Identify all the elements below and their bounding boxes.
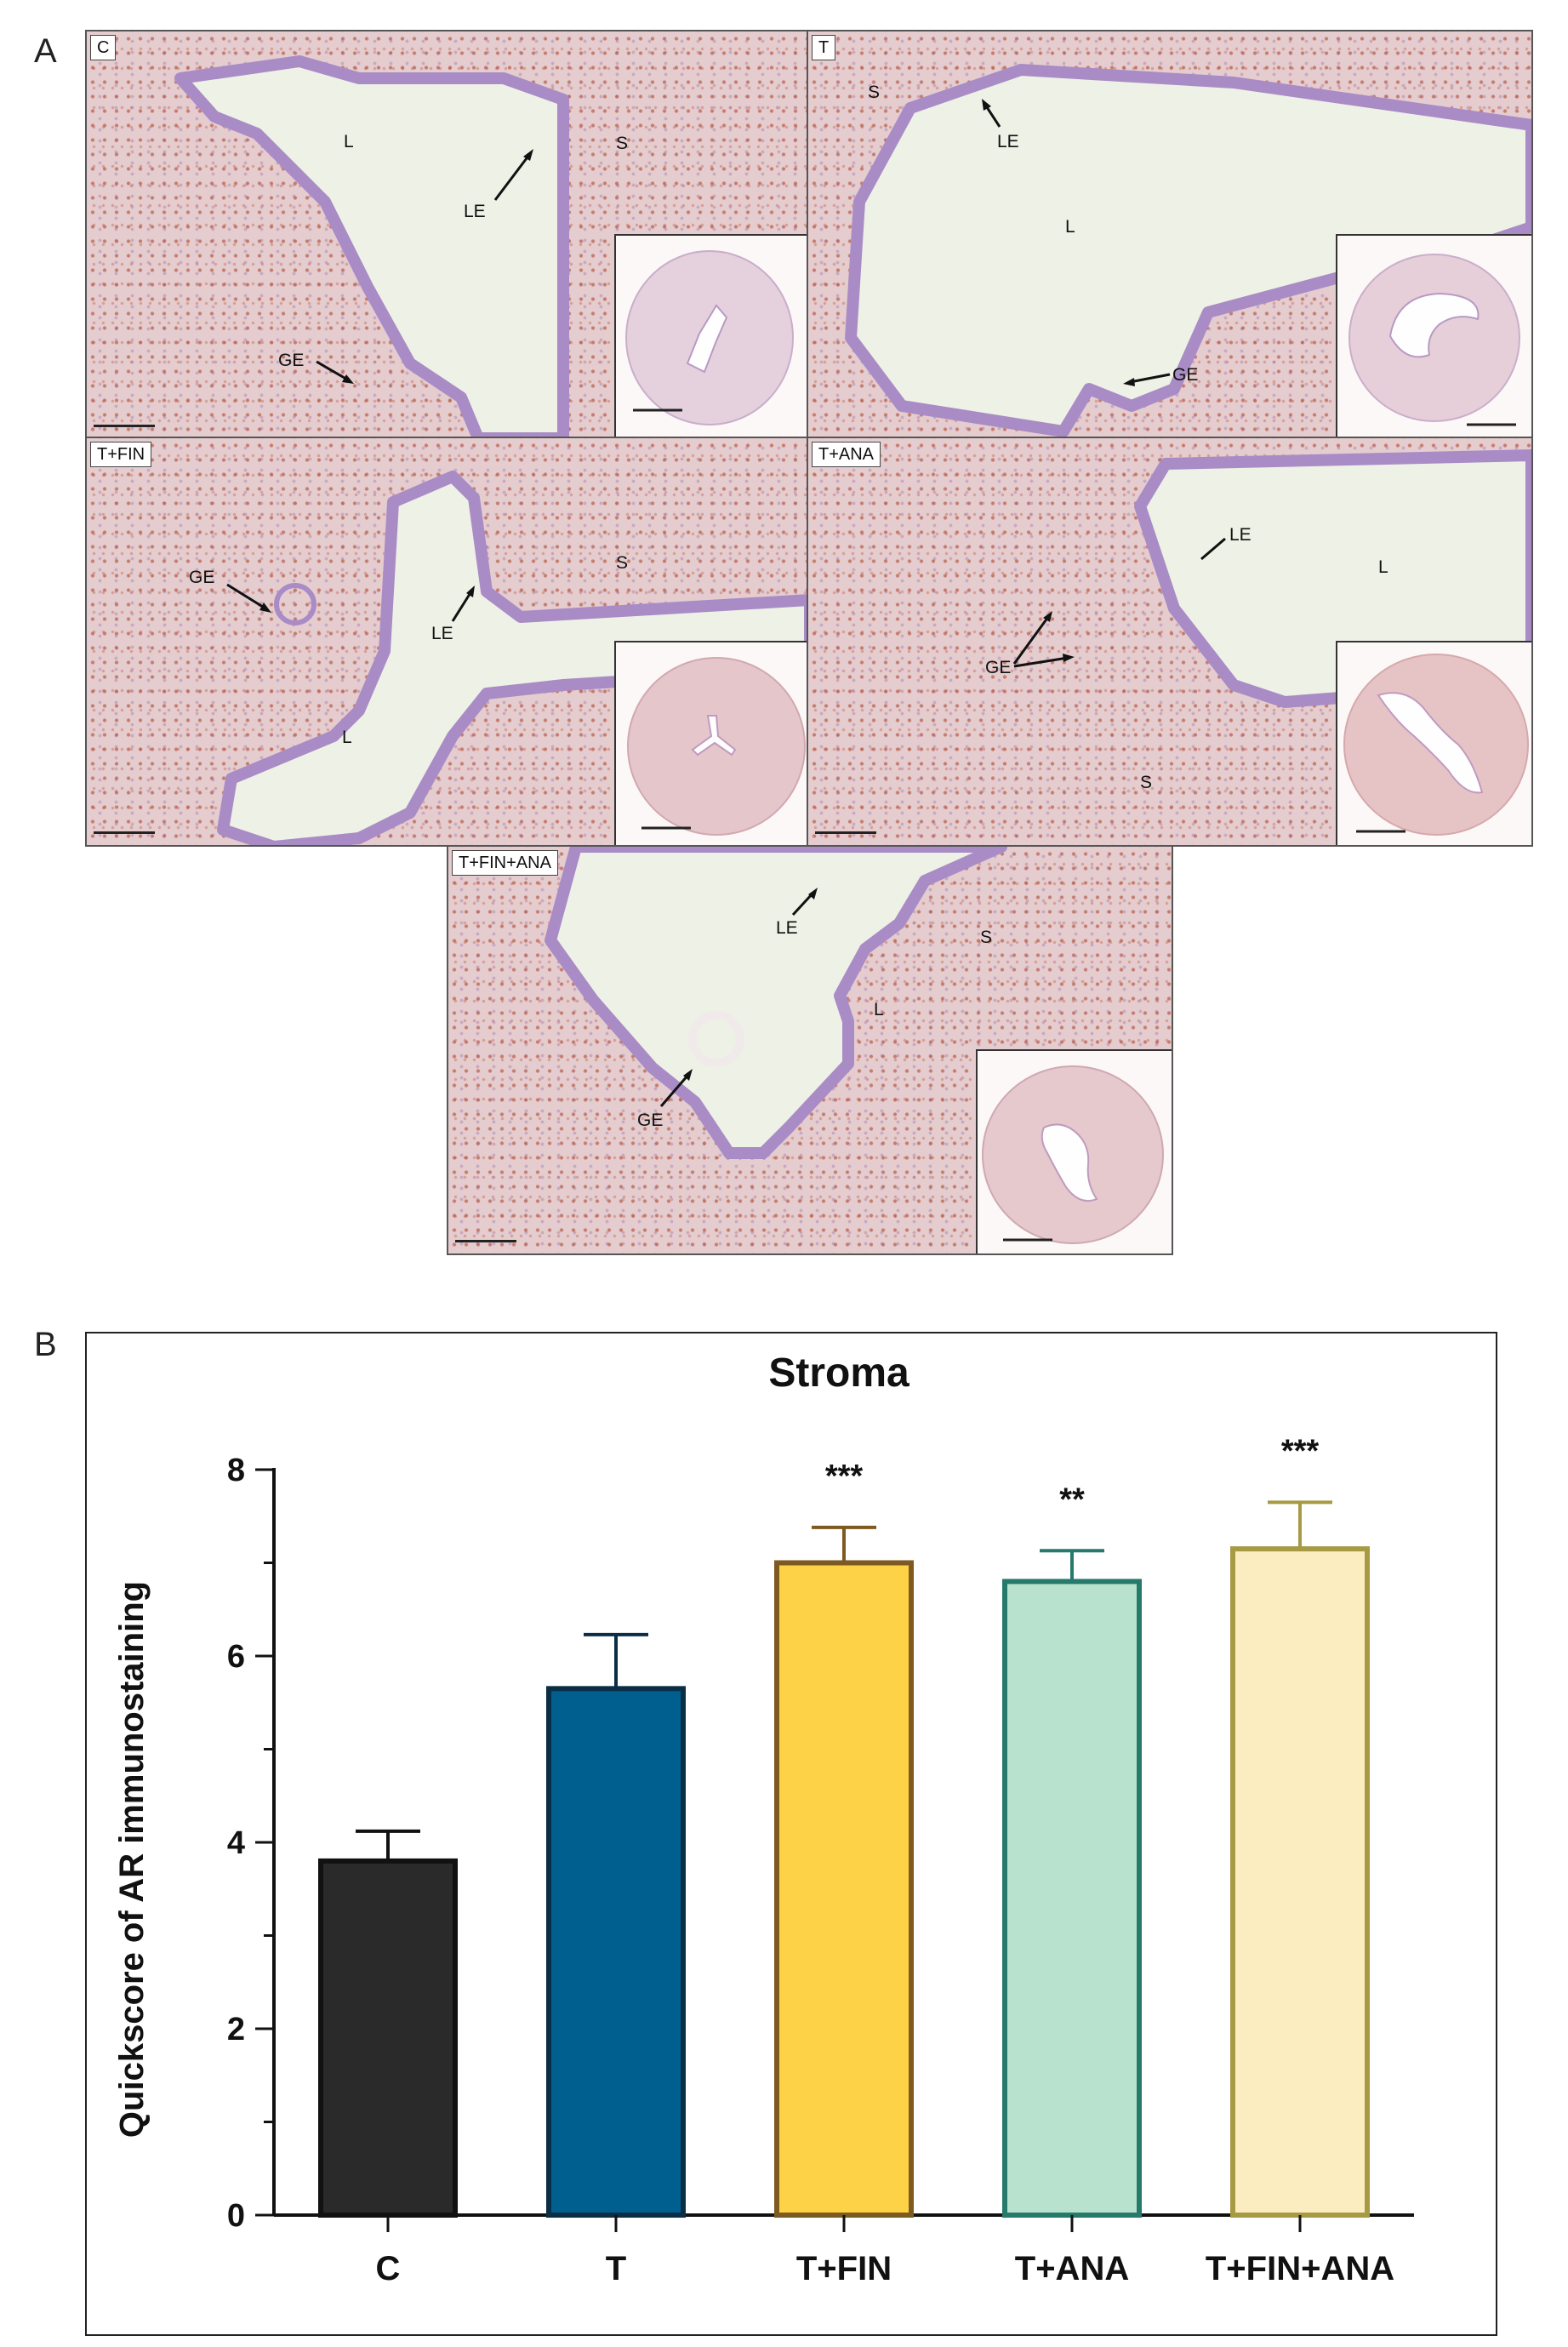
significance-label: *** — [1281, 1433, 1320, 1469]
lumen-shape — [174, 55, 569, 438]
label-glandular-epithelium: GE — [637, 1111, 664, 1130]
scale-bar — [455, 1240, 516, 1242]
label-lumen: L — [344, 132, 354, 151]
inset-section-icon — [1343, 654, 1529, 836]
group-tag: T+ANA — [812, 442, 881, 467]
y-tick-label: 6 — [227, 1639, 245, 1675]
panel-a-letter: A — [34, 32, 57, 70]
x-tick-label: T — [606, 2250, 626, 2287]
group-tag: T+FIN — [90, 442, 152, 467]
whole-section-inset — [614, 641, 810, 845]
chart-title: Stroma — [768, 1351, 909, 1396]
inset-section-icon — [982, 1065, 1164, 1244]
bar-T+FIN+ANA — [1230, 1546, 1370, 2218]
label-lumen: L — [342, 728, 352, 747]
x-tick-label: T+FIN — [796, 2250, 892, 2287]
bar-T — [546, 1686, 686, 2218]
bar-T+FIN — [774, 1560, 914, 2218]
label-stroma: S — [1140, 773, 1153, 792]
label-glandular-epithelium: GE — [1172, 365, 1199, 385]
label-luminal-epithelium: LE — [1229, 525, 1252, 545]
whole-section-inset — [1336, 641, 1531, 845]
group-tag: T+FIN+ANA — [452, 850, 558, 876]
bar-T+ANA — [1002, 1579, 1142, 2218]
whole-section-inset — [976, 1049, 1172, 1253]
label-lumen: L — [1378, 557, 1388, 577]
label-luminal-epithelium: LE — [431, 624, 453, 643]
label-stroma: S — [616, 134, 629, 153]
panel-b-letter: B — [34, 1326, 57, 1363]
label-stroma: S — [868, 83, 881, 102]
label-luminal-epithelium: LE — [464, 202, 486, 221]
micrograph-t-fin-ana: T+FIN+ANA LE S L GE — [447, 845, 1173, 1255]
significance-label: *** — [825, 1459, 864, 1494]
label-stroma: S — [980, 928, 993, 947]
bar-chart: Stroma Quickscore of AR immunostaining 0 2 4… — [113, 1351, 1414, 2287]
y-axis-label: Quickscore of AR immunostaining — [113, 1581, 151, 2138]
y-tick-label: 2 — [227, 2012, 245, 2047]
group-tag: T — [812, 35, 836, 60]
lumen-shape — [1134, 449, 1531, 708]
whole-section-inset — [1336, 234, 1531, 438]
scale-bar — [94, 831, 155, 834]
label-luminal-epithelium: LE — [997, 132, 1019, 151]
inset-section-icon — [1348, 254, 1520, 426]
y-tick-label: 8 — [227, 1453, 245, 1488]
label-stroma: S — [616, 553, 629, 573]
scale-bar — [94, 425, 155, 427]
label-glandular-epithelium: GE — [985, 658, 1012, 677]
label-lumen: L — [1065, 217, 1075, 237]
label-lumen: L — [874, 1000, 884, 1019]
group-tag: C — [90, 35, 117, 60]
inset-section-icon — [625, 250, 794, 425]
y-tick-label: 4 — [227, 1825, 245, 1861]
x-tick-label: T+FIN+ANA — [1206, 2250, 1394, 2287]
micrograph-t-fin: T+FIN GE LE S L — [85, 437, 812, 847]
lumen-shape — [845, 64, 1531, 437]
micrograph-c: C L LE S GE — [85, 30, 812, 440]
label-glandular-epithelium: GE — [189, 568, 215, 587]
lumen-shape — [217, 471, 810, 845]
chart-frame: Stroma Quickscore of AR immunostaining 0 2 4… — [85, 1332, 1497, 2336]
bar-C — [318, 1858, 458, 2219]
x-tick-label: T+ANA — [1015, 2250, 1129, 2287]
label-luminal-epithelium: LE — [776, 918, 798, 938]
inset-section-icon — [627, 657, 806, 836]
whole-section-inset — [614, 234, 810, 438]
y-tick-label: 0 — [227, 2198, 245, 2234]
micrograph-t-ana: T+ANA LE L GE S — [807, 437, 1533, 847]
x-tick-label: C — [376, 2250, 401, 2287]
significance-label: ** — [1059, 1482, 1085, 1517]
scale-bar — [815, 831, 876, 834]
label-glandular-epithelium: GE — [278, 351, 305, 370]
micrograph-t: T S LE L GE — [807, 30, 1533, 440]
